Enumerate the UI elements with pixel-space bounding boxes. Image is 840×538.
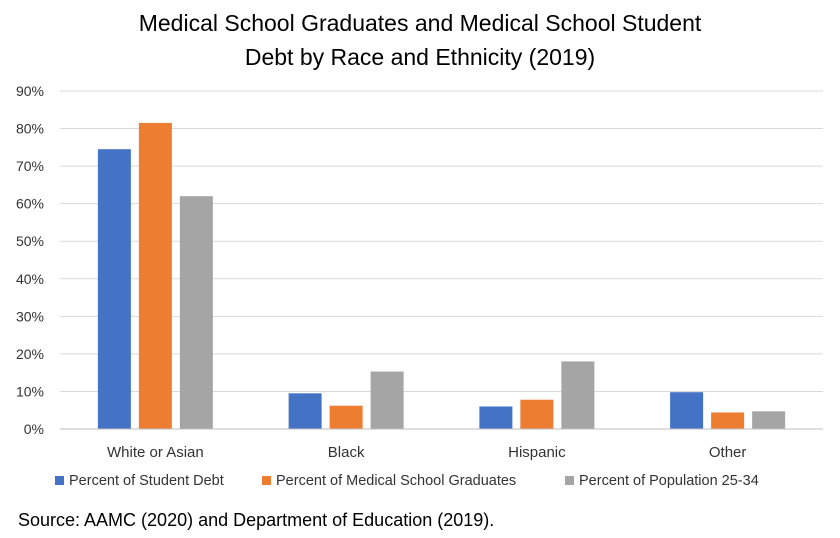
bars bbox=[97, 122, 786, 429]
y-tick-label: 20% bbox=[16, 346, 44, 362]
x-category-label: Other bbox=[709, 444, 747, 461]
bar bbox=[329, 405, 363, 429]
bar bbox=[670, 392, 704, 429]
bar bbox=[752, 411, 786, 429]
bar bbox=[370, 371, 404, 429]
x-category-label: Hispanic bbox=[508, 444, 566, 461]
y-tick-label: 50% bbox=[16, 233, 44, 249]
legend-swatch bbox=[262, 476, 271, 485]
legend-label: Percent of Student Debt bbox=[69, 473, 224, 489]
chart-title-line-1: Medical School Graduates and Medical Sch… bbox=[138, 10, 702, 36]
legend-swatch bbox=[55, 476, 64, 485]
x-axis-category-labels: White or Asian Black Hispanic Other bbox=[107, 444, 746, 461]
x-category-label: Black bbox=[328, 444, 365, 461]
chart-title: Medical School Graduates and Medical Sch… bbox=[0, 6, 840, 74]
bar bbox=[179, 196, 213, 429]
bar bbox=[711, 412, 745, 429]
legend-label: Percent of Population 25-34 bbox=[579, 473, 759, 489]
bar bbox=[479, 406, 513, 429]
legend-label: Percent of Medical School Graduates bbox=[276, 473, 516, 489]
y-tick-label: 60% bbox=[16, 196, 44, 212]
bar bbox=[561, 361, 595, 429]
y-tick-label: 80% bbox=[16, 121, 44, 137]
legend: Percent of Student Debt Percent of Medica… bbox=[55, 473, 759, 489]
x-category-label: White or Asian bbox=[107, 444, 204, 461]
y-tick-label: 70% bbox=[16, 158, 44, 174]
y-tick-label: 90% bbox=[16, 83, 44, 99]
bar bbox=[97, 149, 131, 429]
source-note: Source: AAMC (2020) and Department of Ed… bbox=[18, 510, 495, 530]
chart-title-line-2: Debt by Race and Ethnicity (2019) bbox=[244, 44, 596, 70]
legend-swatch bbox=[565, 476, 574, 485]
y-tick-label: 30% bbox=[16, 308, 44, 324]
bar bbox=[138, 122, 172, 429]
bar bbox=[520, 399, 554, 429]
y-tick-label: 0% bbox=[24, 421, 44, 437]
gridlines bbox=[60, 90, 823, 392]
y-axis-tick-labels: 0% 10% 20% 30% 40% 50% 60% 70% 80% 90% bbox=[16, 83, 44, 437]
y-tick-label: 40% bbox=[16, 271, 44, 287]
bar bbox=[288, 393, 322, 429]
y-tick-label: 10% bbox=[16, 383, 44, 399]
